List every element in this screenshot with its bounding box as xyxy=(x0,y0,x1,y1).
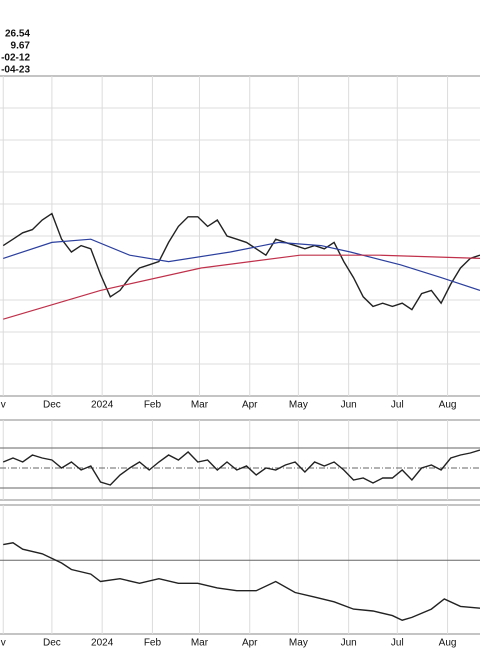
x-tick-label: Aug xyxy=(439,638,457,649)
series-line xyxy=(2,449,480,486)
x-tick-label: Dec xyxy=(43,638,61,649)
header-line: -04-23 xyxy=(1,65,30,76)
x-tick-label: Aug xyxy=(439,400,457,411)
x-tick-label: Feb xyxy=(144,400,162,411)
x-tick-label: Jul xyxy=(391,638,404,649)
x-tick-label: Feb xyxy=(144,638,162,649)
x-tick-label: v xyxy=(1,638,6,649)
x-tick-label: Apr xyxy=(242,400,258,411)
x-tick-label: Dec xyxy=(43,400,61,411)
x-tick-label: Apr xyxy=(242,638,258,649)
x-tick-label: Mar xyxy=(191,400,209,411)
x-tick-label: v xyxy=(1,400,6,411)
series-line xyxy=(3,238,480,291)
series-line xyxy=(2,212,480,311)
x-tick-label: 2024 xyxy=(91,638,114,649)
series-line xyxy=(3,254,480,320)
x-tick-label: 2024 xyxy=(91,400,114,411)
series-line xyxy=(3,542,480,621)
header-line: 26.54 xyxy=(5,29,30,40)
header-line: -02-12 xyxy=(1,53,30,64)
header-line: 9.67 xyxy=(11,41,31,52)
x-tick-label: Jul xyxy=(391,400,404,411)
x-tick-label: May xyxy=(289,638,308,649)
x-tick-label: May xyxy=(289,400,308,411)
x-tick-label: Jun xyxy=(341,400,357,411)
x-tick-label: Mar xyxy=(191,638,209,649)
x-tick-label: Jun xyxy=(341,638,357,649)
